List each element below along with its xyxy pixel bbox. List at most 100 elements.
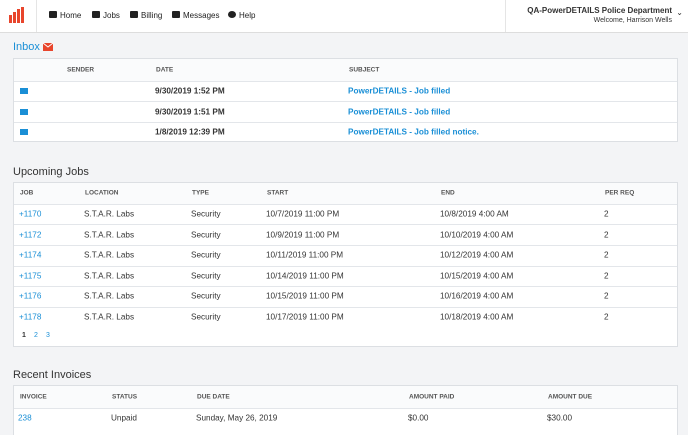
table-cell[interactable]: PowerDETAILS - Job filled [348,107,451,116]
table-cell[interactable]: +1176 [19,291,42,301]
table-cell[interactable]: +1175 [19,271,42,281]
table-cell: 2 [604,271,609,281]
table-cell: $30.00 [547,413,573,423]
page-link[interactable]: 1 [22,332,26,339]
nav-link[interactable]: Messages [183,11,220,20]
page-link[interactable]: 3 [46,332,50,339]
column-header: INVOICE [20,393,47,401]
row-divider [14,101,677,103]
table-cell: 10/15/2019 4:00 AM [440,271,514,281]
column-header: SUBJECT [349,66,380,74]
table-cell: S.T.A.R. Labs [84,271,135,281]
table-cell: S.T.A.R. Labs [84,209,135,219]
table-cell: S.T.A.R. Labs [84,291,135,301]
column-header: AMOUNT DUE [548,393,593,401]
table-cell[interactable]: PowerDETAILS - Job filled [348,86,451,96]
nav-icon[interactable] [92,11,100,18]
table-cell: 1/8/2019 12:39 PM [155,127,225,137]
column-header: END [441,189,455,197]
mail-icon[interactable] [20,129,28,135]
column-header: AMOUNT PAID [409,393,455,401]
table-cell: Unpaid [111,413,137,423]
inbox-panel: SENDER DATE SUBJECT 9/30/2019 1:52 PM PowerD… [13,58,678,142]
table-cell: 2 [604,230,609,240]
column-header: SENDER [67,66,95,74]
table-cell: 10/15/2019 11:00 PM [266,291,344,301]
row-divider [14,80,677,82]
nav-icon[interactable] [49,11,57,18]
table-cell[interactable]: +1174 [19,250,42,260]
navbar: Home Jobs Billing Messages Help QA-PowerDETA… [0,0,688,33]
column-header: TYPE [192,189,209,197]
logo[interactable] [9,7,25,23]
jobs-title: Upcoming Jobs [13,166,89,178]
row-divider [14,224,677,226]
table-cell[interactable]: +1172 [19,230,42,240]
column-header: PER REQ [605,189,635,197]
invoices-panel: INVOICE STATUS DUE DATE AMOUNT PAID AMOUNT D… [13,385,678,435]
header-bg [14,59,677,81]
table-cell: $0.00 [408,413,429,423]
table-cell: 10/16/2019 4:00 AM [440,291,514,301]
row-divider [14,407,677,409]
table-cell: 2 [604,291,609,301]
table-cell: 10/17/2019 11:00 PM [266,312,344,322]
table-cell: Security [191,250,221,260]
table-cell: 10/10/2019 4:00 AM [440,230,514,240]
table-cell: S.T.A.R. Labs [84,230,135,240]
mail-icon[interactable] [20,108,28,115]
row-divider [14,286,677,288]
table-cell: 9/30/2019 1:51 PM [155,107,225,116]
table-cell: 10/12/2019 4:00 AM [440,250,514,260]
header-bg [14,183,677,204]
column-header: STATUS [112,393,138,401]
header-bg [14,386,677,408]
table-cell: Security [191,291,221,301]
nav-link[interactable]: Billing [141,11,163,20]
table-cell: 10/7/2019 11:00 PM [266,209,340,219]
invoices-title: Recent Invoices [13,369,92,381]
table-cell: 10/8/2019 4:00 AM [440,209,509,219]
table-cell: 2 [604,312,609,322]
nav-link[interactable]: Jobs [103,11,120,20]
table-cell: Security [191,209,221,219]
table-cell: Security [191,271,221,281]
table-cell: 10/9/2019 11:00 PM [266,230,340,240]
column-header: START [267,189,289,197]
table-cell: 10/14/2019 11:00 PM [266,271,344,281]
table-cell: Security [191,230,221,240]
table-cell[interactable]: PowerDETAILS - Job filled notice. [348,127,479,137]
row-divider [14,306,677,308]
page-link[interactable]: 2 [34,332,38,339]
table-cell: S.T.A.R. Labs [84,250,135,260]
table-cell: S.T.A.R. Labs [84,312,135,322]
nav-icon[interactable] [228,11,236,18]
row-divider [14,121,677,123]
inbox-title: Inbox [13,41,54,53]
table-cell: 10/11/2019 11:00 PM [266,250,344,260]
column-header: JOB [20,189,34,197]
jobs-panel: JOB LOCATION TYPE START END PER REQ +1170 S.T.A… [13,182,678,347]
table-cell: 2 [604,250,609,260]
table-cell: 2 [604,209,609,219]
nav-icon[interactable] [172,11,180,18]
table-cell: 10/18/2019 4:00 AM [440,312,514,322]
table-cell[interactable]: +1170 [19,209,42,219]
org-name[interactable]: QA-PowerDETAILS Police Department [527,6,672,15]
nav-link[interactable]: Help [239,11,256,20]
column-header: DATE [156,66,174,74]
row-divider [14,244,677,246]
row-divider [14,265,677,267]
nav-icon[interactable] [130,11,138,18]
table-cell[interactable]: 238 [18,413,32,423]
column-header: DUE DATE [197,393,230,401]
mail-icon[interactable] [20,88,28,94]
dropdown-caret[interactable]: ⌄ [676,8,683,17]
nav-link[interactable]: Home [60,11,82,20]
table-cell: Security [191,312,221,322]
table-cell[interactable]: +1178 [19,312,42,322]
row-divider [14,203,677,205]
table-cell: Sunday, May 26, 2019 [196,413,278,423]
column-header: LOCATION [85,189,119,197]
